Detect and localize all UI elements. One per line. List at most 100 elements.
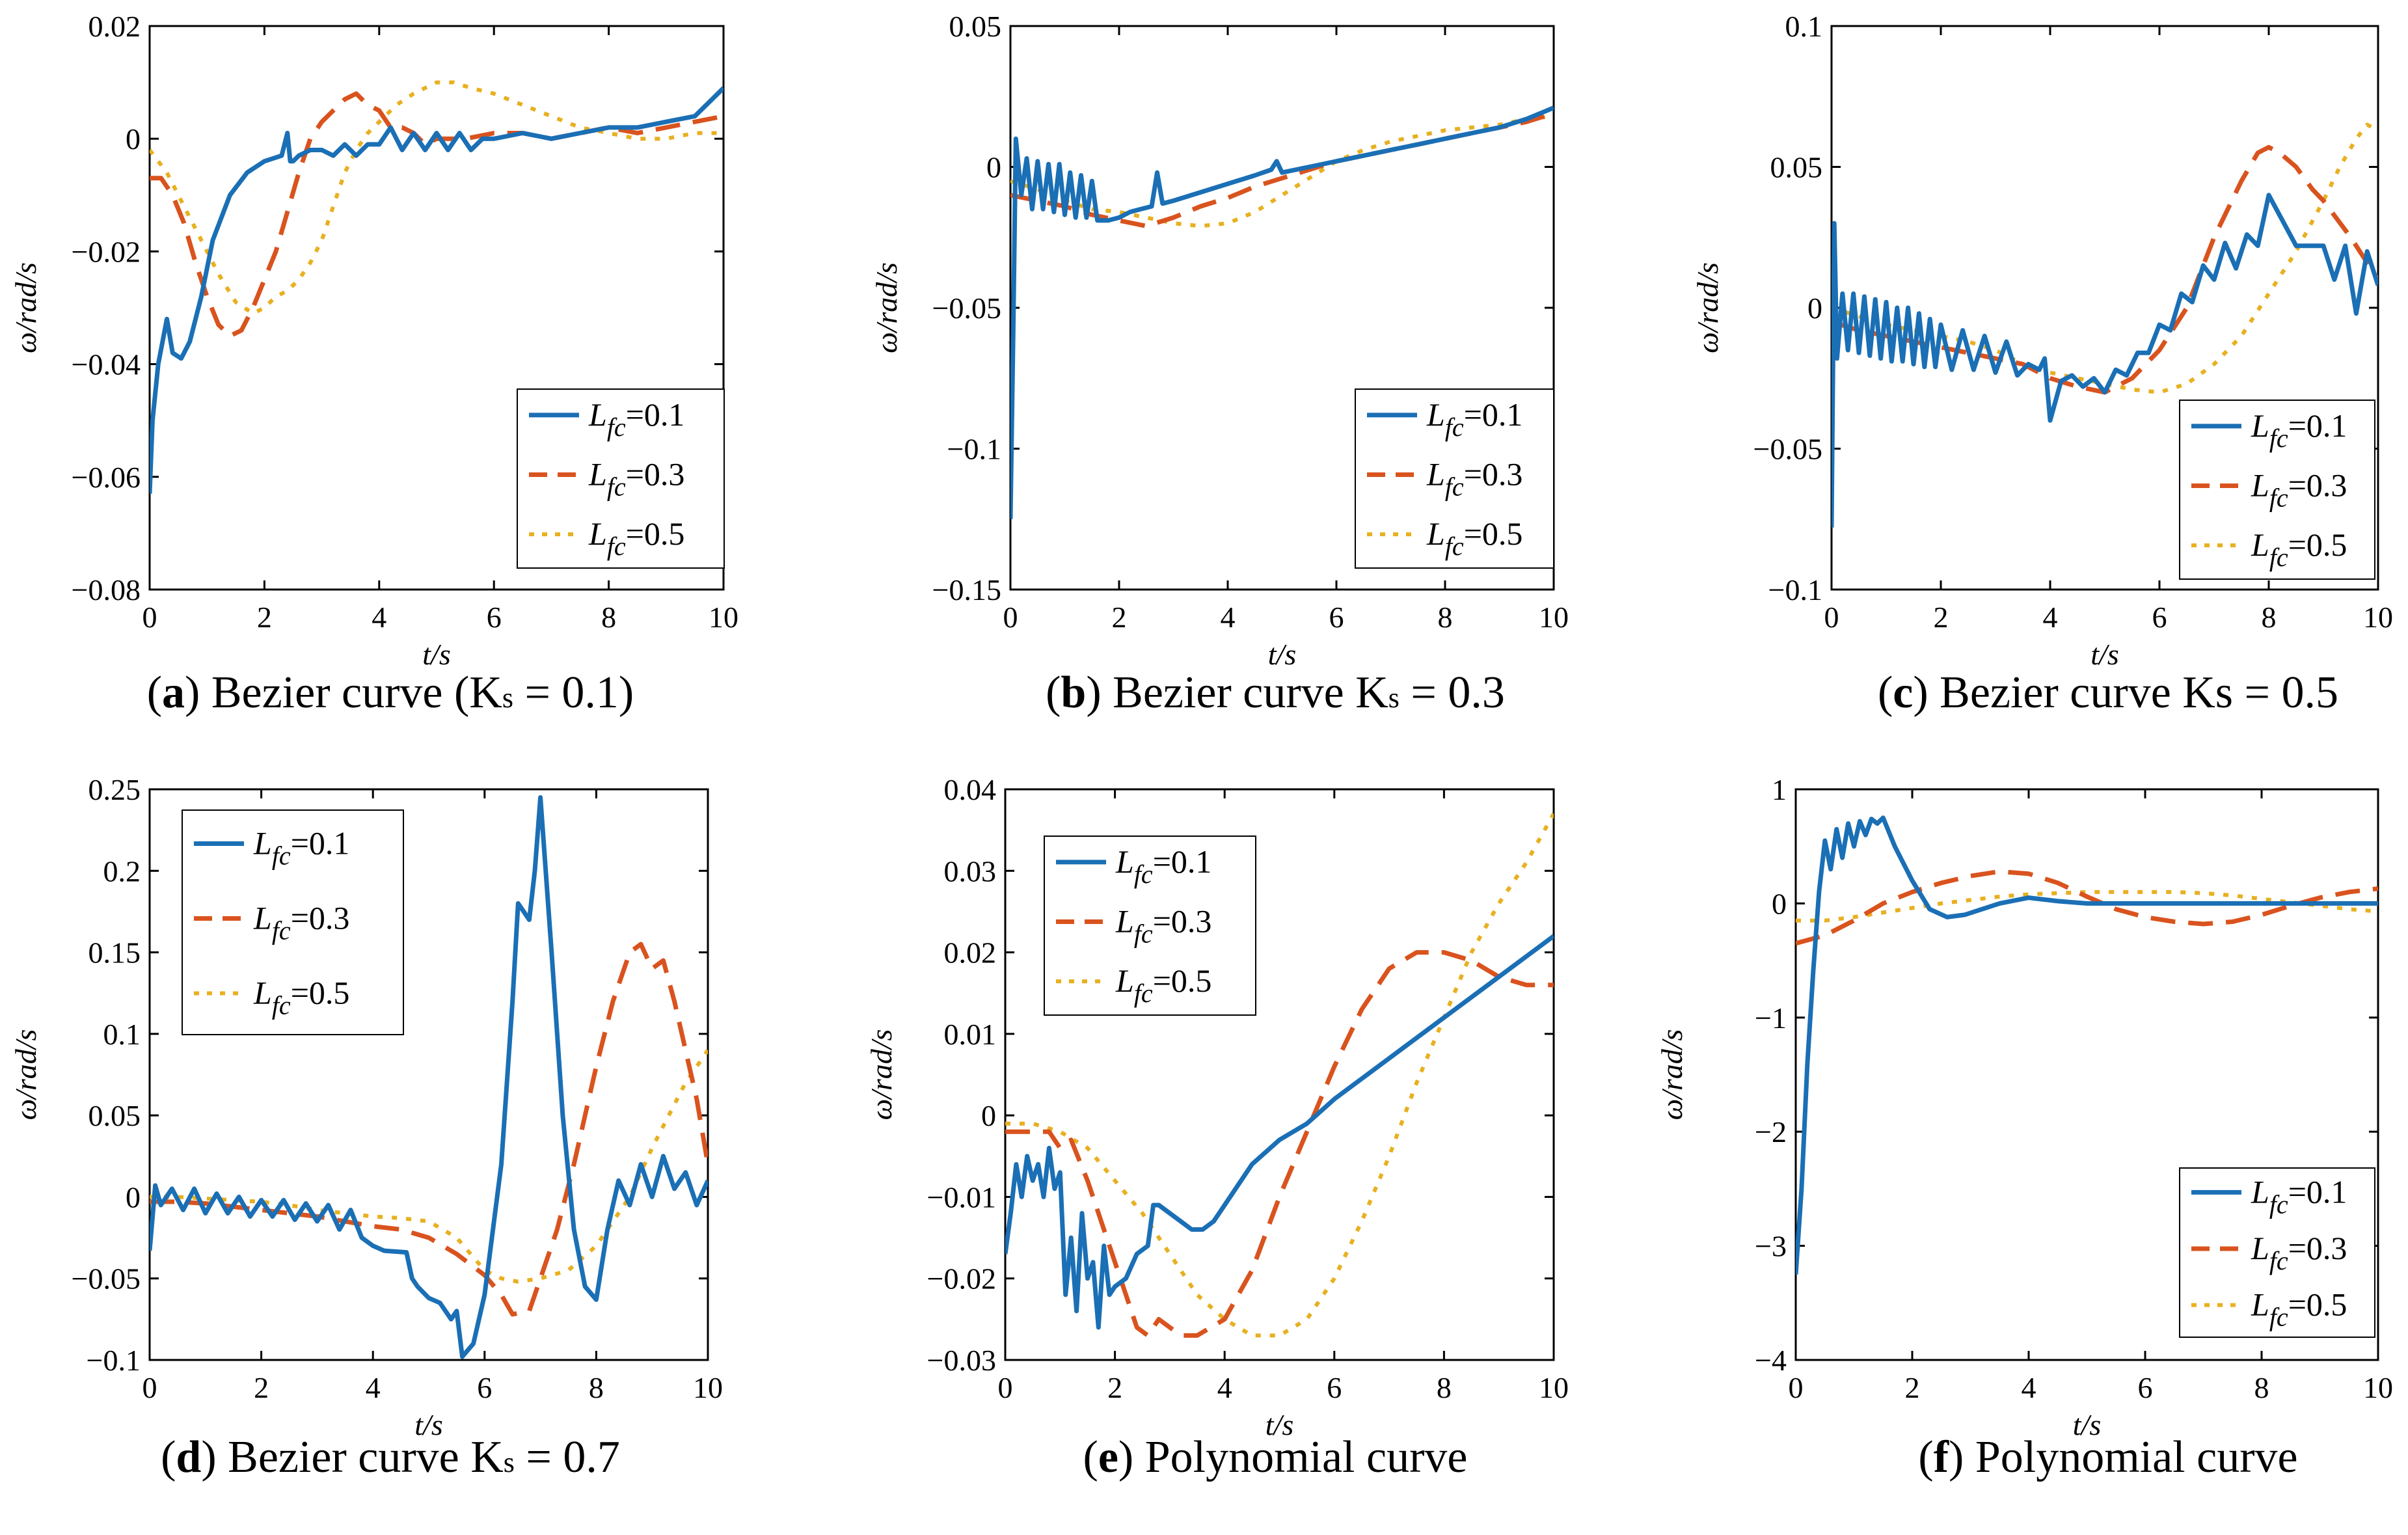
legend-label-2: Lfc=0.3 [1115, 903, 1211, 949]
legend-box [182, 809, 404, 1035]
series-line-2 [1796, 869, 2378, 946]
x-tick-label: 10 [693, 1371, 723, 1404]
legend-box [1355, 388, 1554, 569]
legend-label-2: Lfc=0.3 [2251, 467, 2347, 513]
y-tick-label: −0.08 [72, 573, 141, 606]
y-axis-label: ω/rad/s [1691, 262, 1724, 353]
axes-frame [148, 25, 725, 591]
x-axis-label: t/s [1265, 1408, 1293, 1441]
x-tick-label: 4 [2022, 1371, 2036, 1404]
x-tick-label: 10 [2363, 601, 2393, 634]
panel-caption-d: (d) Bezier curve Ks = 0.7 [161, 1432, 620, 1482]
x-tick-label: 4 [1221, 601, 1236, 634]
y-tick-label: −0.1 [87, 1344, 141, 1377]
y-tick-label: 0 [126, 122, 141, 156]
legend-label-2: Lfc=0.3 [2251, 1230, 2347, 1275]
series-line-3 [150, 80, 724, 316]
y-tick-label: 0.01 [944, 1018, 997, 1051]
y-axis-label: ω/rad/s [865, 1029, 898, 1121]
legend-label-1: Lfc=0.1 [588, 396, 684, 442]
series-line-3 [1005, 813, 1554, 1338]
series-line-1 [1832, 193, 2378, 528]
series-line-2 [1832, 144, 2378, 395]
legend: Lfc=0.1 Lfc=0.3 Lfc=0.5 [1355, 388, 1554, 569]
legend-label-3: Lfc=0.5 [253, 975, 349, 1020]
legend-label-3: Lfc=0.5 [1115, 962, 1211, 1008]
series-line-1 [150, 795, 708, 1359]
legend: Lfc=0.1 Lfc=0.3 Lfc=0.5 [2179, 400, 2375, 580]
y-tick-label: 0.02 [944, 936, 997, 970]
panel-caption-c: (c) Bezier curve Ks = 0.5 [1877, 668, 2339, 718]
axes-frame [148, 788, 709, 1361]
y-tick-label: 0.03 [944, 854, 997, 888]
legend-label-1: Lfc=0.1 [2251, 407, 2347, 453]
x-tick-label: 2 [1905, 1371, 1920, 1404]
x-tick-label: 2 [254, 1371, 269, 1404]
x-axis-label: t/s [1268, 638, 1296, 671]
y-axis-label: ω/rad/s [1655, 1029, 1688, 1121]
y-tick-label: 0.15 [88, 936, 141, 970]
legend-box [2179, 400, 2375, 580]
x-tick-label: 4 [366, 1371, 381, 1404]
x-axis-label: t/s [2090, 638, 2118, 671]
legend-label-1: Lfc=0.1 [253, 825, 349, 871]
y-tick-label: −0.02 [927, 1262, 996, 1296]
series-line-3 [150, 1049, 708, 1284]
x-tick-label: 0 [142, 1371, 157, 1404]
y-axis-label: ω/rad/s [9, 262, 42, 353]
y-tick-label: −0.05 [932, 292, 1001, 325]
y-tick-label: 0.2 [103, 854, 141, 888]
x-tick-label: 8 [589, 1371, 604, 1404]
y-tick-label: 0 [981, 1099, 996, 1132]
x-tick-label: 10 [1539, 601, 1569, 634]
y-tick-label: −0.01 [927, 1180, 996, 1214]
chart-panel-e: 0 2 4 6 8 10 −0.03 −0.02 −0.01 0 0.01 0.02 0.03 0.04 t… [865, 773, 1569, 1441]
x-tick-label: 0 [998, 1371, 1013, 1404]
x-tick-label: 0 [1003, 601, 1018, 634]
legend-label-1: Lfc=0.1 [2251, 1173, 2347, 1219]
x-axis-label: t/s [414, 1408, 442, 1441]
legend-label-1: Lfc=0.1 [1426, 396, 1522, 442]
y-tick-label: 0.05 [1770, 151, 1823, 184]
legend-box [1044, 835, 1256, 1016]
y-tick-label: −3 [1755, 1230, 1787, 1263]
x-tick-label: 0 [142, 601, 157, 634]
y-tick-label: 0 [986, 151, 1001, 184]
legend: Lfc=0.1 Lfc=0.3 Lfc=0.5 [182, 809, 404, 1035]
series-line-3 [1796, 890, 2378, 923]
y-tick-label: −0.04 [72, 348, 141, 381]
x-tick-label: 2 [1112, 601, 1127, 634]
series-line-1 [1010, 105, 1554, 519]
y-tick-label: 0.05 [949, 10, 1002, 43]
x-tick-label: 6 [2152, 601, 2167, 634]
axes-frame [1794, 788, 2379, 1361]
series-line-1 [150, 86, 724, 494]
legend: Lfc=0.1 Lfc=0.3 Lfc=0.5 [2179, 1167, 2375, 1338]
y-tick-label: 0.02 [88, 10, 141, 43]
legend-box [2179, 1167, 2375, 1338]
y-tick-label: −0.03 [927, 1344, 996, 1377]
y-tick-label: 0 [126, 1180, 141, 1214]
panel-caption-e: (e) Polynomial curve [1083, 1432, 1468, 1482]
x-tick-label: 6 [1327, 1371, 1342, 1404]
x-tick-label: 10 [709, 601, 738, 634]
legend-label-2: Lfc=0.3 [253, 900, 349, 945]
panel-caption-f: (f) Polynomial curve [1918, 1432, 2298, 1482]
chart-panel-a: 0 2 4 6 8 10 −0.08 −0.06 −0.04 −0.02 0 0.02 t/s ω/rad… [9, 10, 738, 671]
x-tick-label: 4 [372, 601, 386, 634]
y-tick-label: −0.05 [1753, 433, 1822, 466]
axes-frame [1004, 788, 1555, 1361]
legend-label-1: Lfc=0.1 [1115, 843, 1211, 889]
x-tick-label: 2 [257, 601, 272, 634]
y-tick-label: 0.04 [944, 773, 997, 806]
y-tick-label: 0.1 [1785, 10, 1823, 43]
legend-label-3: Lfc=0.5 [2251, 1286, 2347, 1332]
y-tick-label: −0.06 [72, 461, 141, 494]
x-axis-label: t/s [2073, 1408, 2101, 1441]
x-tick-label: 4 [1217, 1371, 1232, 1404]
y-axis-label: ω/rad/s [9, 1029, 42, 1121]
x-tick-label: 8 [1438, 601, 1453, 634]
panel-caption-b: (b) Bezier curve Ks = 0.3 [1046, 668, 1505, 718]
y-tick-label: 0.05 [88, 1099, 141, 1132]
x-tick-label: 6 [1329, 601, 1344, 634]
